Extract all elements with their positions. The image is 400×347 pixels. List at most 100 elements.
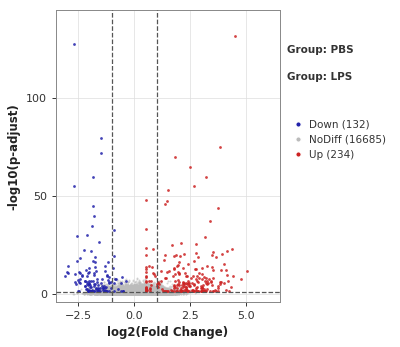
Point (140, 290, 146, 295)
Point (150, 291, 156, 297)
Point (125, 286, 132, 291)
Point (159, 286, 165, 291)
Point (134, 289, 140, 295)
Point (133, 288, 139, 293)
Point (114, 291, 121, 296)
Point (153, 290, 159, 295)
Point (114, 290, 121, 295)
Point (164, 291, 170, 296)
Point (121, 289, 128, 295)
Point (107, 289, 113, 295)
Point (139, 290, 146, 296)
Point (121, 289, 128, 295)
Point (146, 291, 152, 297)
Point (128, 290, 134, 296)
Point (128, 289, 134, 294)
Point (136, 290, 142, 296)
Point (132, 288, 139, 293)
Point (122, 287, 129, 292)
Point (120, 290, 126, 296)
Point (118, 290, 125, 295)
Point (130, 289, 137, 295)
Point (135, 291, 142, 297)
Point (147, 290, 154, 295)
Point (124, 290, 130, 296)
Point (100, 291, 107, 296)
Point (127, 291, 133, 297)
Point (125, 291, 132, 297)
Point (140, 290, 146, 296)
Point (130, 287, 137, 293)
Point (157, 291, 163, 297)
Point (133, 291, 139, 297)
Point (133, 289, 139, 295)
Point (134, 291, 140, 296)
Point (122, 290, 129, 296)
Point (136, 290, 143, 296)
Point (152, 291, 159, 297)
Point (141, 291, 147, 296)
Point (121, 289, 127, 294)
Point (126, 291, 132, 296)
Point (156, 288, 162, 294)
Point (108, 290, 114, 295)
Point (115, 290, 122, 295)
Point (136, 291, 142, 296)
Point (126, 290, 133, 296)
Point (146, 286, 153, 292)
Point (158, 290, 164, 295)
Point (142, 289, 149, 295)
Point (130, 288, 137, 294)
Point (125, 289, 131, 295)
Point (135, 291, 141, 297)
Point (138, 286, 144, 292)
Point (124, 291, 131, 296)
Point (146, 291, 152, 296)
Point (84, 291, 90, 297)
Point (132, 290, 138, 296)
Point (135, 291, 142, 296)
Point (155, 291, 161, 296)
Point (136, 289, 142, 295)
Point (133, 291, 140, 297)
Point (112, 290, 119, 295)
Point (185, 290, 191, 296)
Point (103, 288, 110, 294)
Point (139, 291, 145, 296)
Point (149, 291, 155, 297)
Point (118, 288, 125, 294)
Point (132, 288, 139, 294)
Point (163, 291, 169, 297)
Point (121, 290, 128, 296)
Point (146, 291, 152, 296)
Point (136, 285, 142, 291)
Point (128, 289, 134, 294)
Point (136, 291, 143, 297)
Point (128, 290, 134, 296)
Point (113, 291, 119, 296)
Point (117, 291, 123, 297)
Point (104, 290, 110, 296)
Point (127, 290, 133, 296)
Point (80, 291, 87, 297)
Point (127, 290, 133, 296)
Point (146, 287, 152, 293)
Point (157, 288, 164, 294)
Point (134, 290, 140, 296)
Point (128, 290, 134, 296)
Point (138, 290, 144, 296)
Point (127, 289, 133, 295)
Point (133, 290, 139, 296)
Point (122, 289, 128, 295)
Point (125, 289, 132, 295)
Point (139, 290, 146, 295)
Point (116, 291, 122, 296)
Point (156, 291, 162, 296)
Point (103, 291, 110, 296)
Point (138, 289, 144, 295)
Point (124, 290, 130, 296)
Point (118, 290, 125, 296)
Point (118, 286, 124, 291)
Point (152, 288, 158, 294)
Point (140, 289, 146, 295)
